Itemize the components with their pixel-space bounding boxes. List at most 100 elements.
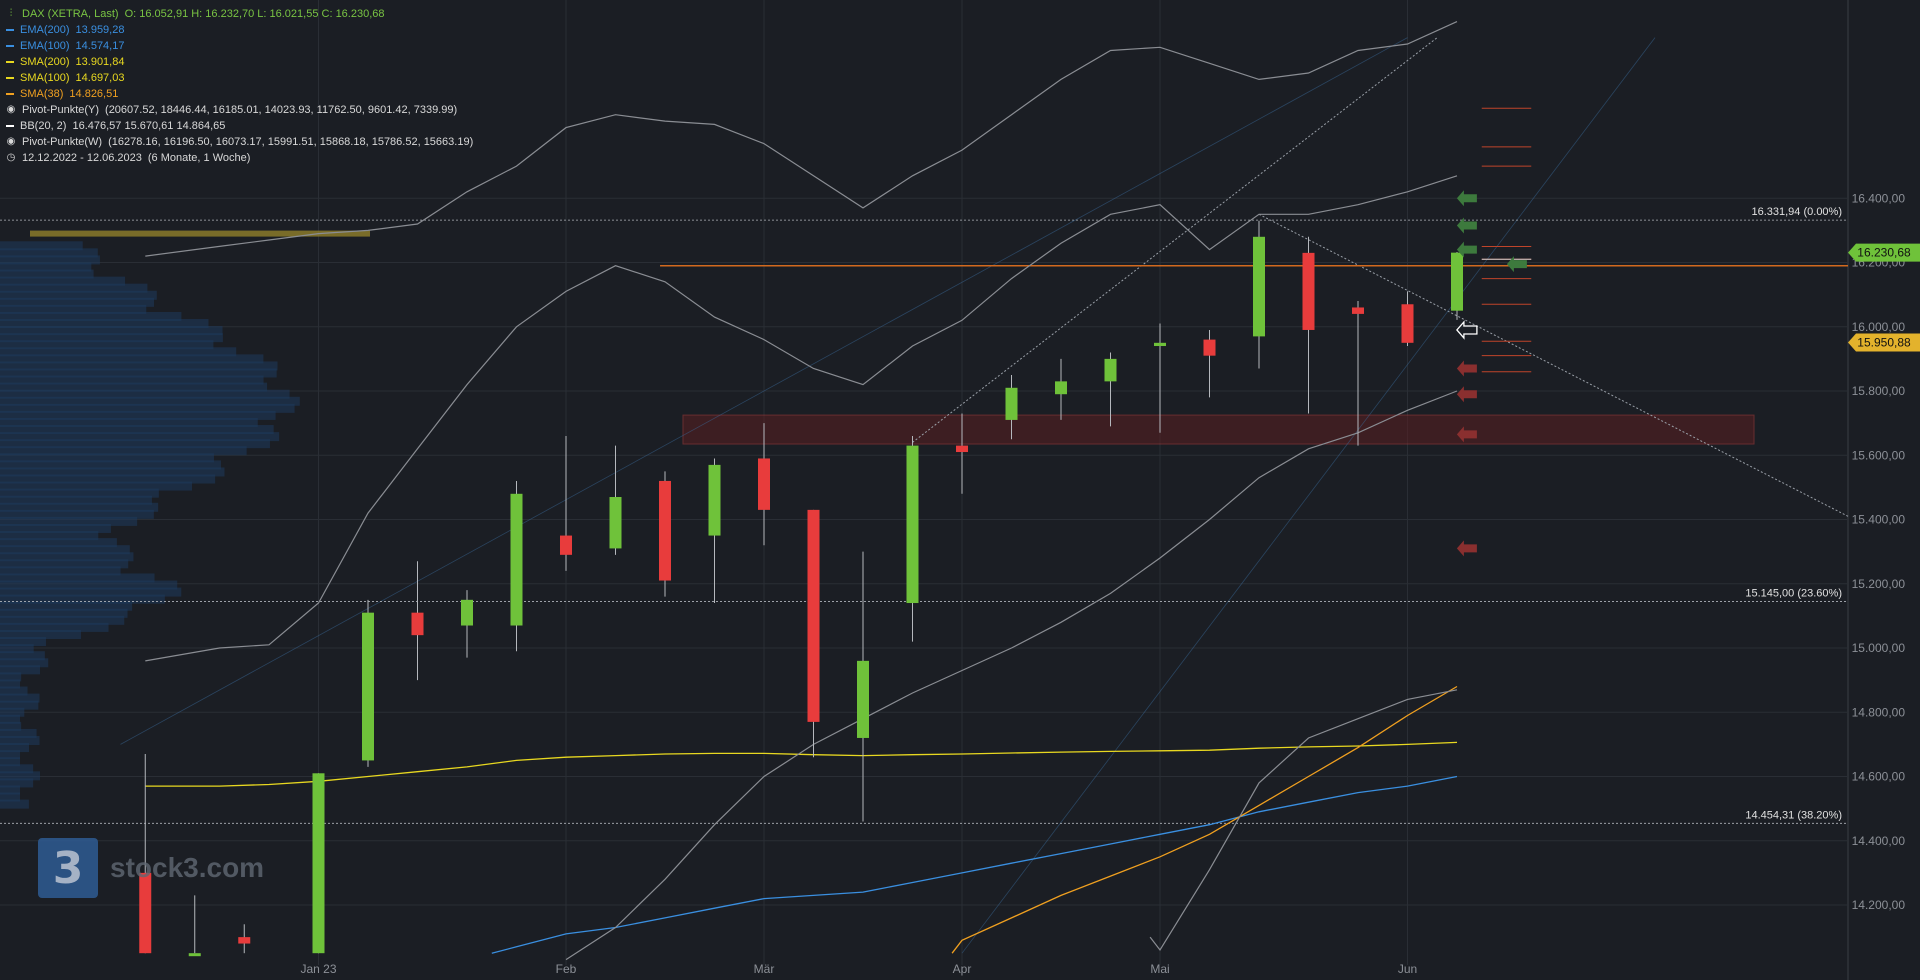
candle-body <box>609 497 622 549</box>
legend-row[interactable]: BB(20, 2) 16.476,57 15.670,61 14.864,65 <box>6 118 473 134</box>
volume-profile-bar <box>0 587 182 597</box>
legend-row[interactable]: SMA(200) 13.901,84 <box>6 54 473 70</box>
trend-lines <box>120 37 1849 954</box>
pivot-arrow-left-icon <box>1456 386 1477 403</box>
candle-body <box>1005 387 1018 420</box>
volume-profile-bar <box>0 396 300 406</box>
candle-body <box>1253 236 1265 337</box>
volume-profile-bar <box>0 531 99 541</box>
legend-value: O: 16.052,91 H: 16.232,70 L: 16.021,55 C… <box>124 8 385 20</box>
volume-profile-bar <box>0 714 20 724</box>
legend-value: 13.959,28 <box>75 24 125 36</box>
candle-down <box>807 509 820 758</box>
legend-row[interactable]: ⫶ DAX (XETRA, Last) O: 16.052,91 H: 16.232… <box>6 6 473 22</box>
candle-body <box>659 480 671 581</box>
volume-profile-bar <box>0 304 147 314</box>
candles <box>139 220 1463 957</box>
volume-profile-bar <box>0 410 276 420</box>
trend-channel-line <box>120 37 1408 745</box>
volume-profile-bar <box>0 799 29 809</box>
pivot-arrow-left-icon <box>1456 190 1477 207</box>
price-tag-background <box>1848 243 1920 262</box>
legend-row[interactable]: ◉ Pivot-Punkte(W) (16278.16, 16196.50, 160… <box>6 134 474 150</box>
volume-profile-bar <box>0 488 159 498</box>
pivot-arrow-left-icon <box>1456 320 1478 340</box>
legend-swatch <box>6 93 14 95</box>
price-axis-tick-label: 15.000,00 <box>1852 641 1906 655</box>
volume-profile-bar <box>0 382 268 392</box>
price-axis-tick-label: 15.200,00 <box>1852 577 1906 591</box>
price-axis-tick-label: 14.400,00 <box>1852 834 1906 848</box>
candle-down <box>659 471 671 597</box>
volume-profile-bar <box>0 679 20 689</box>
volume-profile-bar <box>0 319 209 329</box>
volume-profile-bar <box>0 481 193 491</box>
candle-down <box>1302 236 1315 414</box>
volume-profile-bar <box>0 241 83 251</box>
legend-label: 12.12.2022 - 12.06.2023 <box>22 152 142 164</box>
price-axis-tick-label: 15.400,00 <box>1852 513 1906 527</box>
volume-profile-bar <box>0 658 49 668</box>
legend-value: 14.574,17 <box>75 40 125 52</box>
candle-down <box>1352 301 1364 446</box>
price-axis-tick-label: 15.600,00 <box>1852 448 1906 462</box>
price-tag: 15.950,88 <box>1848 333 1920 352</box>
candle-up <box>510 480 523 652</box>
watermark-text: stock3.com <box>110 852 265 883</box>
volume-profile-bar <box>0 432 280 442</box>
legend-label: EMA(100) <box>20 40 70 52</box>
volume-profile-bar <box>0 700 39 710</box>
legend-row[interactable]: SMA(100) 14.697,03 <box>6 70 473 86</box>
candle-down <box>139 754 152 954</box>
price-axis-tick-label: 16.000,00 <box>1852 320 1906 334</box>
candle-body <box>312 773 325 954</box>
candle-down <box>238 924 251 954</box>
candle-body <box>1302 252 1315 330</box>
legend-row[interactable]: EMA(200) 13.959,28 <box>6 22 473 38</box>
indicator-lines <box>145 21 1458 961</box>
volume-profile-bar <box>0 665 41 675</box>
time-axis: Jan 23 Feb Mär Apr Mai Jun <box>300 962 1417 976</box>
volume-profile-bar <box>0 297 155 307</box>
legend-value: 13.901,84 <box>75 56 125 68</box>
series-line-bb-upper <box>145 21 1458 257</box>
legend-row[interactable]: SMA(38) 14.826,51 <box>6 86 473 102</box>
fibonacci-levels: 16.331,94 (0.00%) 15.145,00 (23.60%) 14.45… <box>0 206 1848 824</box>
price-axis-background <box>1848 0 1920 980</box>
pivot-arrow-left-icon <box>1456 426 1477 443</box>
candle-body <box>139 872 152 954</box>
candle-down <box>956 413 968 494</box>
candle-up <box>1154 323 1166 433</box>
volume-profile-bar <box>0 771 41 781</box>
volume-profile-bar <box>0 474 216 484</box>
volume-profile-bar <box>0 509 154 519</box>
volume-profile-bar <box>0 728 37 738</box>
legend-swatch <box>6 29 14 31</box>
legend-row[interactable]: ◷ 12.12.2022 - 12.06.2023 (6 Monate, 1 Woc… <box>6 150 473 166</box>
instrument-icon: ⫶ <box>9 8 13 19</box>
volume-profile-bar <box>0 516 138 526</box>
volume-profile-bar <box>0 453 214 463</box>
candle-up <box>1451 251 1463 320</box>
candle-body <box>1203 339 1216 356</box>
volume-profile-bar <box>0 439 270 449</box>
volume-profile-bar <box>0 283 148 293</box>
legend-row[interactable]: EMA(100) 14.574,17 <box>6 38 473 54</box>
fib-level-label: 15.145,00 (23.60%) <box>1745 587 1842 599</box>
time-axis-tick-label: Mär <box>754 962 775 976</box>
legend-value: 14.826,51 <box>69 88 119 100</box>
volume-profile-bar <box>0 502 159 512</box>
candle-body <box>1401 304 1414 343</box>
candle-up <box>1055 358 1067 420</box>
candle-down <box>411 561 424 681</box>
candle-body <box>461 599 473 626</box>
volume-profile-bar <box>0 333 223 343</box>
legend-label: SMA(200) <box>20 56 70 68</box>
legend-row[interactable]: ◉ Pivot-Punkte(Y) (20607.52, 18446.44, 161… <box>6 102 473 118</box>
volume-profile-bar <box>0 601 133 611</box>
candle-up <box>1005 374 1018 440</box>
candle-body <box>1055 381 1067 395</box>
candle-body <box>857 660 869 738</box>
